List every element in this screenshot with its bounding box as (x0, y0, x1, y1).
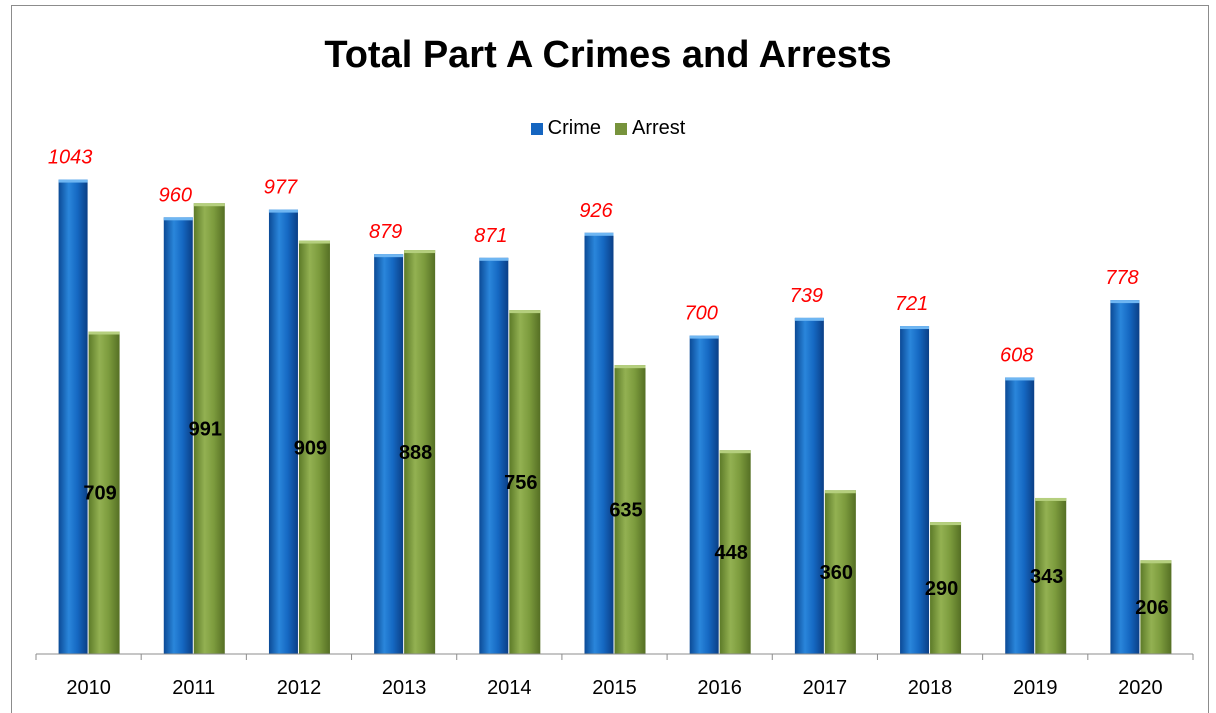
label-arrest-2010: 709 (83, 483, 116, 505)
bar-arrest-top-2019 (1035, 497, 1067, 501)
label-crime-2018: 721 (895, 293, 928, 315)
x-tick-label-2012: 2012 (277, 677, 322, 699)
bar-crime-top-2020 (1110, 300, 1140, 304)
bar-arrest-2017 (824, 490, 856, 654)
bar-arrest-2011 (193, 203, 225, 654)
label-arrest-2013: 888 (399, 442, 432, 464)
bar-crime-top-2014 (479, 257, 509, 261)
label-arrest-2016: 448 (714, 542, 747, 564)
bar-crime-2011 (163, 217, 193, 654)
label-arrest-2019: 343 (1030, 566, 1063, 588)
bar-crime-2014 (479, 257, 509, 654)
x-tick-label-2020: 2020 (1118, 677, 1163, 699)
chart-title: Total Part A Crimes and Arrests (324, 34, 892, 76)
x-axis: 2010 2011 2012 2013 2014 2015 2016 2017 2018 2019… (35, 653, 1194, 699)
bar-crime-top-2017 (794, 317, 824, 321)
x-tick-label-2016: 2016 (697, 677, 742, 699)
x-tick-label-2015: 2015 (592, 677, 637, 699)
x-tick-label-2013: 2013 (382, 677, 427, 699)
label-crime-2010: 1043 (48, 147, 93, 169)
bar-crime-top-2011 (163, 217, 193, 221)
label-arrest-2014: 756 (504, 472, 537, 494)
bar-crime-top-2015 (584, 232, 614, 236)
bar-crime-top-2016 (689, 335, 719, 339)
x-tick-label-2014: 2014 (487, 677, 532, 699)
bars-layer (58, 179, 1172, 655)
x-tick-label-2010: 2010 (66, 677, 111, 699)
bar-arrest-2016 (719, 450, 751, 654)
label-arrest-2017: 360 (820, 562, 853, 584)
data-labels-layer: 1043 709 960 991 977 909 879 888 871 756 926 635 700… (48, 147, 1169, 620)
bar-arrest-top-2015 (614, 365, 646, 369)
bar-crime-top-2013 (374, 254, 404, 258)
bar-crime-top-2010 (58, 179, 88, 183)
bar-crime-2020 (1110, 300, 1140, 654)
x-tick-label-2017: 2017 (803, 677, 848, 699)
x-tick-label-2019: 2019 (1013, 677, 1058, 699)
label-arrest-2020: 206 (1135, 597, 1168, 619)
bar-arrest-2020 (1140, 560, 1172, 654)
bar-crime-2017 (794, 317, 824, 654)
label-crime-2019: 608 (1000, 344, 1033, 366)
label-crime-2017: 739 (790, 285, 823, 307)
legend: Crime Arrest (0, 117, 1216, 140)
bar-arrest-top-2016 (719, 450, 751, 454)
label-crime-2016: 700 (684, 303, 717, 325)
bar-arrest-top-2013 (404, 250, 436, 254)
bar-arrest-top-2014 (509, 310, 541, 314)
legend-label-crime: Crime (547, 117, 601, 139)
bar-arrest-2012 (298, 240, 330, 654)
bar-crime-top-2019 (1005, 377, 1035, 381)
label-arrest-2011: 991 (189, 419, 222, 441)
legend-label-arrest: Arrest (632, 117, 686, 139)
label-crime-2011: 960 (159, 184, 192, 206)
bar-arrest-2018 (930, 522, 962, 654)
bar-crime-2012 (268, 209, 298, 654)
bar-arrest-2014 (509, 310, 541, 654)
bar-arrest-2019 (1035, 497, 1067, 654)
label-arrest-2012: 909 (294, 437, 327, 459)
bar-crime-2015 (584, 232, 614, 655)
label-crime-2014: 871 (474, 225, 507, 247)
bar-crime-top-2012 (268, 209, 298, 213)
bar-arrest-2013 (404, 250, 436, 654)
x-tick-label-2018: 2018 (908, 677, 953, 699)
label-crime-2015: 926 (579, 200, 613, 222)
legend-item-arrest: Arrest (615, 117, 685, 140)
bar-arrest-top-2018 (930, 522, 962, 526)
bar-arrest-2010 (88, 331, 120, 654)
bar-arrest-top-2017 (824, 490, 856, 494)
label-arrest-2015: 635 (609, 500, 642, 522)
bar-crime-2016 (689, 335, 719, 654)
bar-arrest-2015 (614, 365, 646, 654)
label-crime-2020: 778 (1105, 267, 1138, 289)
bar-arrest-top-2012 (298, 240, 330, 244)
label-arrest-2018: 290 (925, 578, 958, 600)
bar-crime-2019 (1005, 377, 1035, 654)
bar-arrest-top-2020 (1140, 560, 1172, 564)
bar-arrest-top-2010 (88, 331, 120, 335)
legend-item-crime: Crime (530, 117, 601, 140)
bar-crime-2010 (58, 179, 88, 654)
label-crime-2012: 977 (264, 177, 298, 199)
legend-swatch-arrest (615, 122, 627, 135)
bar-arrest-top-2011 (193, 203, 225, 207)
bar-crime-2013 (374, 254, 404, 654)
bar-crime-2018 (900, 326, 930, 654)
bar-crime-top-2018 (900, 326, 930, 330)
x-tick-label-2011: 2011 (172, 677, 215, 699)
legend-swatch-crime (530, 122, 543, 135)
label-crime-2013: 879 (369, 221, 402, 243)
